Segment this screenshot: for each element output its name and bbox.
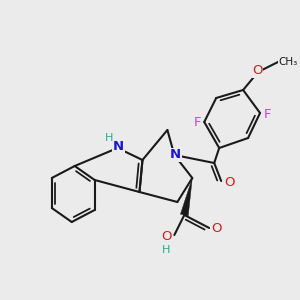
Text: N: N (113, 140, 124, 152)
Text: O: O (224, 176, 234, 188)
Text: O: O (211, 223, 221, 236)
Text: F: F (263, 107, 271, 121)
Text: CH₃: CH₃ (278, 57, 298, 67)
Polygon shape (180, 178, 192, 216)
Text: N: N (170, 148, 181, 161)
Text: O: O (252, 64, 262, 77)
Text: H: H (162, 245, 171, 255)
Text: O: O (161, 230, 172, 244)
Text: H: H (104, 133, 113, 143)
Text: F: F (194, 116, 201, 130)
